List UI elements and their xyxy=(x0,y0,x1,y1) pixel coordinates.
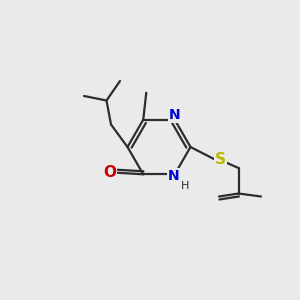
Text: S: S xyxy=(215,152,226,167)
Text: H: H xyxy=(181,181,189,191)
Text: N: N xyxy=(169,108,181,122)
Text: N: N xyxy=(167,169,179,183)
Text: O: O xyxy=(103,165,116,180)
